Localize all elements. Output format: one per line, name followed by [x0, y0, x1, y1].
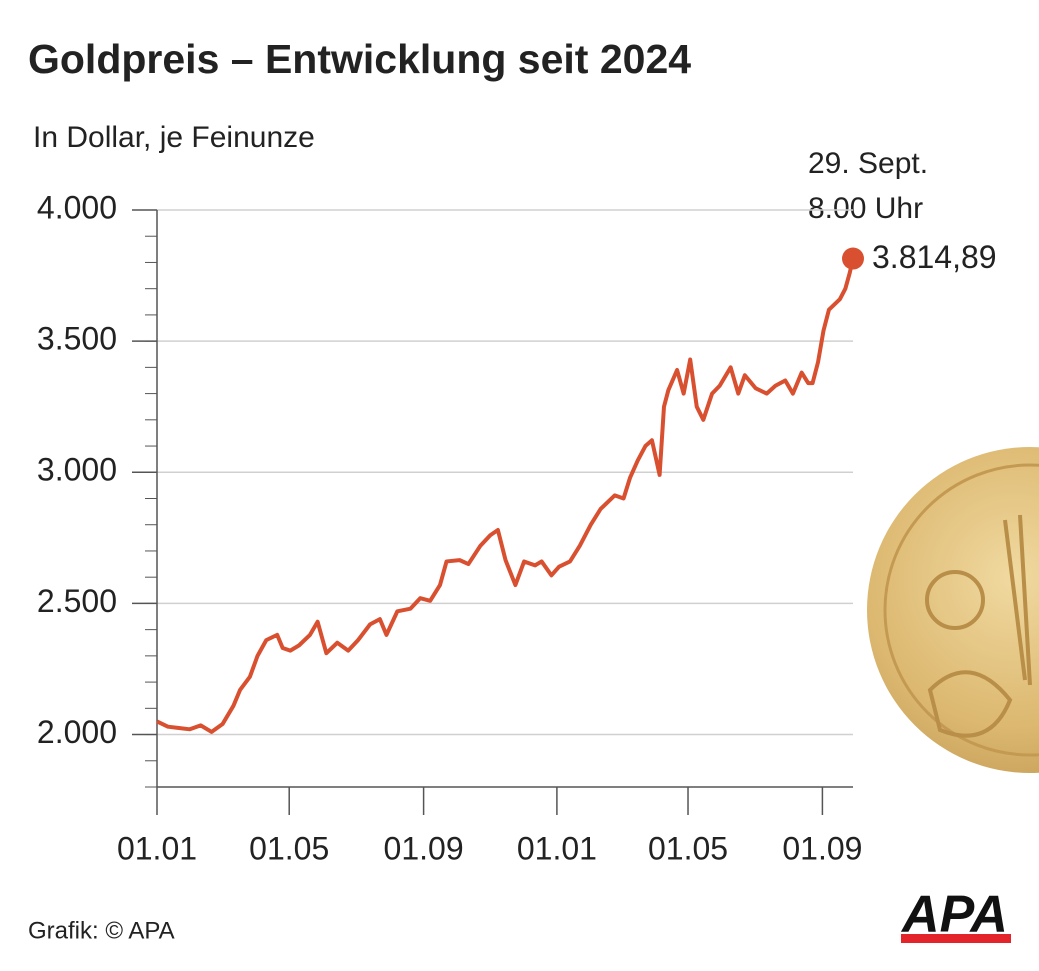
y-tick-label: 2.000: [37, 714, 117, 750]
end-point: [842, 247, 864, 270]
chart-subtitle: In Dollar, je Feinunze: [33, 121, 315, 154]
price-line: [156, 258, 855, 734]
x-tick-label: 01.01: [117, 830, 197, 866]
x-tick-label: 01.01: [517, 830, 597, 866]
x-tick-label: 01.05: [648, 830, 728, 866]
x-tick-label: 01.09: [384, 830, 464, 866]
chart-title: Goldpreis – Entwicklung seit 2024: [28, 36, 691, 82]
coin-illustration: [867, 447, 1039, 773]
x-tick-label: 01.05: [249, 830, 329, 866]
value-label: 3.814,89: [872, 239, 997, 275]
y-tick-label: 2.500: [37, 583, 117, 619]
source: Grafik: © APA: [28, 917, 175, 944]
y-tick-label: 3.500: [37, 321, 117, 357]
x-tick-label: 01.09: [782, 830, 862, 866]
logo: APA: [900, 886, 1011, 944]
annotation: 29. Sept.: [808, 147, 928, 180]
y-tick-label: 3.000: [37, 452, 117, 488]
annotation: 8.00 Uhr: [808, 192, 923, 225]
y-tick-label: 4.000: [37, 189, 117, 225]
